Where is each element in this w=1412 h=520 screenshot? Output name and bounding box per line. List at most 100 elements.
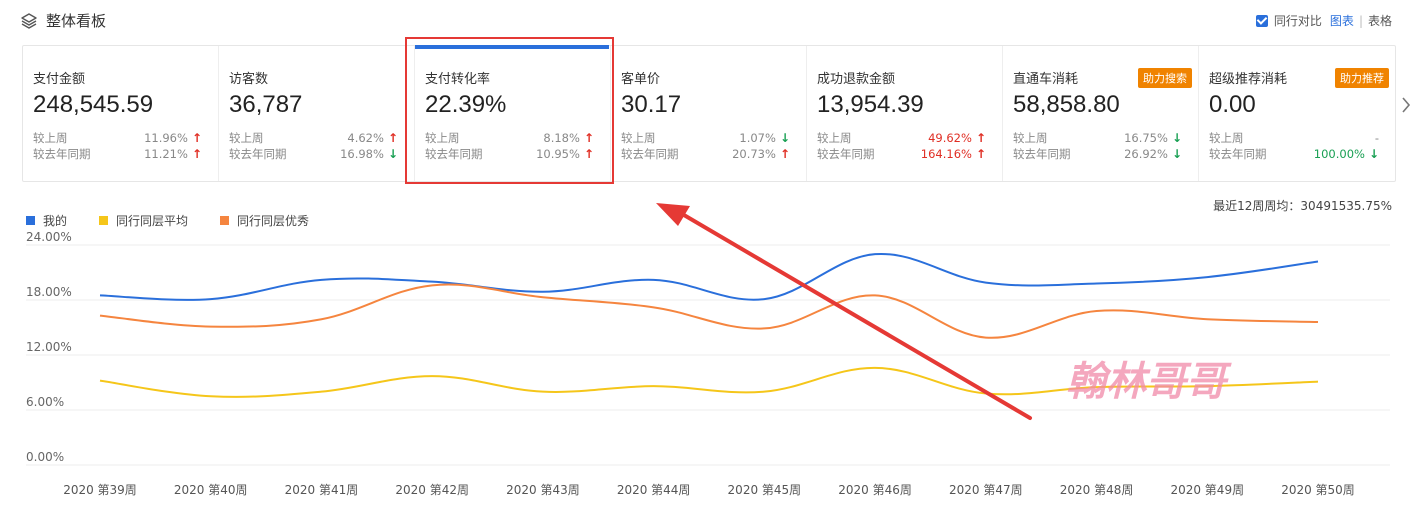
wow-label: 较上周: [1209, 131, 1244, 145]
yoy-value: 20.73%: [732, 147, 776, 161]
legend-item[interactable]: 同行同层优秀: [220, 212, 309, 229]
x-tick-label: 2020 第42周: [395, 483, 469, 497]
trend-chart: 24.00% 18.00% 12.00% 6.00% 0.00% 2020 第39周 202…: [26, 230, 1390, 497]
legend-label: 同行同层平均: [116, 214, 189, 228]
top-bar: 整体看板 同行对比 图表 | 表格: [0, 0, 1412, 42]
wow-row: 较上周 -: [1209, 130, 1379, 146]
yoy-value-group: 164.16% ↑: [921, 146, 986, 162]
metric-value: 13,954.39: [817, 91, 924, 118]
boost-badge[interactable]: 助力推荐: [1335, 68, 1389, 88]
avg-note: 最近12周周均：30491535.75%: [1213, 199, 1392, 213]
arrow-down-icon: ↓: [387, 147, 398, 161]
yoy-row: 较去年同期 16.98% ↓: [229, 146, 398, 162]
boost-badge[interactable]: 助力搜索: [1138, 68, 1192, 88]
metric-value: 22.39%: [425, 91, 507, 118]
yoy-value-group: 100.00% ↓: [1314, 146, 1379, 162]
yoy-label: 较去年同期: [229, 147, 287, 161]
yoy-value: 100.00%: [1313, 147, 1365, 161]
metric-card[interactable]: 超级推荐消耗 0.00 助力推荐较上周 - 较去年同期 100.00% ↓: [1199, 46, 1395, 181]
chart-view-link[interactable]: 图表: [1329, 14, 1354, 28]
metric-name: 超级推荐消耗: [1209, 72, 1288, 87]
metric-card[interactable]: 访客数 36,787 较上周 4.62% ↑ 较去年同期 16.98% ↓: [219, 46, 415, 181]
peer-compare-checkbox[interactable]: [1255, 14, 1268, 27]
arrow-up-icon: ↑: [975, 131, 986, 145]
layers-icon: [21, 12, 37, 29]
metric-name: 客单价: [621, 72, 661, 87]
x-tick-label: 2020 第49周: [1170, 483, 1244, 497]
yoy-row: 较去年同期 26.92% ↓: [1013, 146, 1182, 162]
arrow-up-icon: ↑: [191, 147, 202, 161]
yoy-row: 较去年同期 164.16% ↑: [817, 146, 986, 162]
metric-card[interactable]: 支付转化率 22.39% 较上周 8.18% ↑ 较去年同期 10.95% ↑: [415, 46, 611, 181]
yoy-label: 较去年同期: [1209, 147, 1267, 161]
yoy-value: 16.98%: [340, 147, 384, 161]
wow-value: 1.07%: [739, 131, 776, 145]
y-tick-label: 6.00%: [26, 395, 64, 409]
yoy-value-group: 11.21% ↑: [144, 146, 202, 162]
arrow-up-icon: ↑: [779, 147, 790, 161]
chevron-right-icon[interactable]: [1400, 95, 1412, 115]
wow-label: 较上周: [425, 131, 460, 145]
wow-row: 较上周 8.18% ↑: [425, 130, 594, 146]
legend-label: 同行同层优秀: [237, 214, 310, 228]
yoy-value: 11.21%: [144, 147, 188, 161]
metric-value: 58,858.80: [1013, 91, 1120, 118]
yoy-row: 较去年同期 11.21% ↑: [33, 146, 202, 162]
wow-value-group: 11.96% ↑: [144, 130, 202, 146]
wow-value: 8.18%: [543, 131, 580, 145]
table-view-link[interactable]: 表格: [1367, 14, 1392, 28]
wow-row: 较上周 4.62% ↑: [229, 130, 398, 146]
yoy-row: 较去年同期 10.95% ↑: [425, 146, 594, 162]
metric-name: 支付金额: [33, 72, 86, 87]
wow-row: 较上周 1.07% ↓: [621, 130, 790, 146]
peer-compare-label[interactable]: 同行对比: [1273, 14, 1322, 28]
x-tick-label: 2020 第41周: [285, 483, 359, 497]
legend-swatch: [220, 216, 230, 225]
metric-card[interactable]: 客单价 30.17 较上周 1.07% ↓ 较去年同期 20.73% ↑: [611, 46, 807, 181]
yoy-label: 较去年同期: [425, 147, 483, 161]
wow-label: 较上周: [33, 131, 68, 145]
metric-card[interactable]: 成功退款金额 13,954.39 较上周 49.62% ↑ 较去年同期 164.16% ↑: [807, 46, 1003, 181]
arrow-up-icon: ↑: [583, 147, 594, 161]
wow-value: -: [1374, 131, 1379, 145]
arrow-down-icon: ↓: [1171, 147, 1182, 161]
arrow-up-icon: ↑: [583, 131, 594, 145]
legend-swatch: [99, 216, 109, 225]
metric-cards: 支付金额 248,545.59 较上周 11.96% ↑ 较去年同期 11.21% ↑ 访客数 3…: [22, 45, 1396, 182]
metric-card[interactable]: 直通车消耗 58,858.80 助力搜索 较上周 16.75% ↓ 较去年同期 26.92% ↓: [1003, 46, 1199, 181]
wow-row: 较上周 16.75% ↓: [1013, 130, 1182, 146]
arrow-down-icon: ↓: [1171, 131, 1182, 145]
yoy-value: 164.16%: [920, 147, 972, 161]
metric-value: 0.00: [1209, 91, 1256, 118]
legend-item[interactable]: 同行同层平均: [99, 212, 188, 229]
x-tick-label: 2020 第39周: [63, 483, 137, 497]
wow-value: 16.75%: [1124, 131, 1168, 145]
yoy-label: 较去年同期: [33, 147, 91, 161]
x-tick-label: 2020 第44周: [617, 483, 691, 497]
y-tick-label: 24.00%: [26, 230, 72, 244]
metric-card[interactable]: 支付金额 248,545.59 较上周 11.96% ↑ 较去年同期 11.21% ↑: [23, 46, 219, 181]
wow-label: 较上周: [621, 131, 656, 145]
yoy-value-group: 26.92% ↓: [1124, 146, 1182, 162]
yoy-label: 较去年同期: [817, 147, 875, 161]
metric-value: 248,545.59: [33, 91, 154, 118]
yoy-label: 较去年同期: [621, 147, 679, 161]
legend-label: 我的: [43, 214, 68, 228]
arrow-down-icon: ↓: [779, 131, 790, 145]
arrow-up-icon: ↑: [975, 147, 986, 161]
yoy-row: 较去年同期 20.73% ↑: [621, 146, 790, 162]
x-tick-label: 2020 第40周: [174, 483, 248, 497]
page-title: 整体看板: [46, 12, 107, 30]
wow-value: 11.96%: [144, 131, 188, 145]
title-group: 整体看板: [20, 10, 106, 31]
highlight-box: [405, 37, 614, 184]
metric-name: 成功退款金额: [817, 72, 896, 87]
y-tick-label: 12.00%: [26, 340, 72, 354]
watermark-text: 翰林哥哥: [1066, 359, 1232, 405]
wow-value-group: 16.75% ↓: [1124, 130, 1182, 146]
wow-label: 较上周: [229, 131, 264, 145]
yoy-value: 10.95%: [536, 147, 580, 161]
metric-value: 36,787: [229, 91, 303, 118]
yoy-row: 较去年同期 100.00% ↓: [1209, 146, 1379, 162]
legend-item[interactable]: 我的: [26, 212, 67, 229]
